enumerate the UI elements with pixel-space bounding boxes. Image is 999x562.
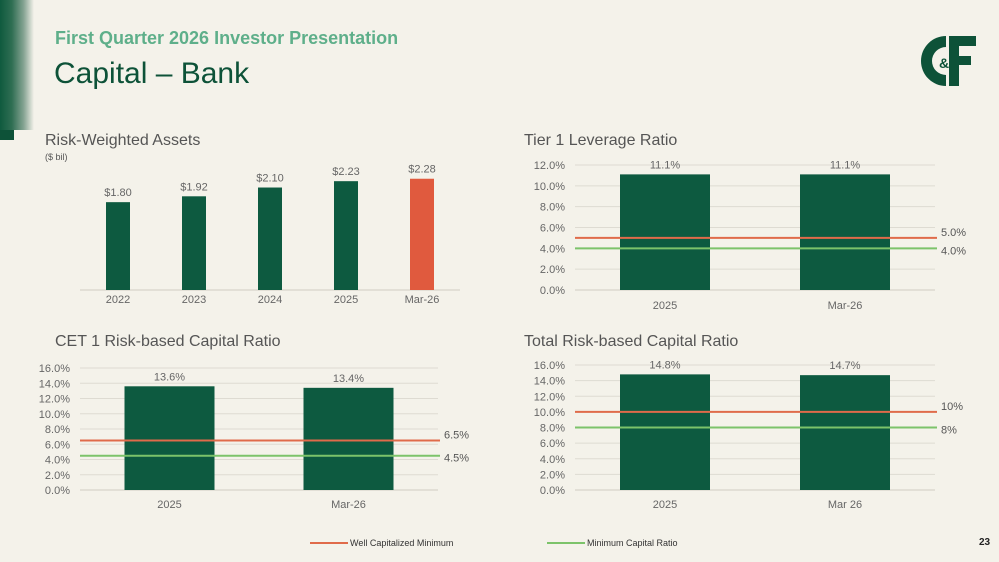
cet1-data-label: 13.6%: [154, 371, 185, 383]
total-bar: [800, 375, 890, 490]
legend-swatch-well-capitalized: [310, 542, 348, 544]
total-data-label: 14.8%: [649, 359, 680, 371]
rwa-bar: [334, 181, 358, 290]
total-y-tick-label: 16.0%: [534, 360, 565, 372]
total-bar: [620, 374, 710, 490]
cet1-y-tick-label: 10.0%: [39, 409, 70, 421]
legend-label-well-capitalized: Well Capitalized Minimum: [350, 538, 454, 548]
total-y-tick-label: 0.0%: [540, 485, 565, 497]
rwa-x-tick-label: 2024: [258, 294, 282, 306]
presentation-kicker: First Quarter 2026 Investor Presentation: [55, 28, 399, 48]
tier1-reference-label: 4.0%: [941, 245, 966, 257]
tier1-data-label: 11.1%: [830, 159, 861, 171]
page-number: 23: [979, 537, 991, 548]
cet1-bar: [124, 386, 215, 490]
cet1-chart: 0.0% 2.0% 4.0% 6.0% 8.0% 10.0% 12.0% 14.0% 16.0%…: [39, 363, 469, 511]
cf-logo-icon: &: [921, 36, 976, 86]
rwa-chart-title: Risk-Weighted Assets: [45, 132, 201, 149]
cet1-x-tick-label: 2025: [157, 499, 181, 511]
tier1-x-tick-label: Mar-26: [828, 300, 863, 312]
tier1-y-tick-label: 12.0%: [534, 160, 565, 172]
svg-text:&: &: [939, 55, 949, 71]
tier1-bar: [620, 174, 710, 290]
cet1-chart-title: CET 1 Risk-based Capital Ratio: [55, 333, 281, 350]
tier1-y-tick-label: 6.0%: [540, 223, 565, 235]
cet1-x-tick-label: Mar-26: [331, 499, 366, 511]
total-x-tick-label: 2025: [653, 499, 677, 511]
tier1-reference-label: 5.0%: [941, 227, 966, 239]
rwa-data-label: $2.28: [408, 164, 436, 176]
tier1-chart: 0.0% 2.0% 4.0% 6.0% 8.0% 10.0% 12.0% 11.1% 2025 1…: [534, 159, 966, 312]
total-y-tick-label: 12.0%: [534, 391, 565, 403]
total-reference-label: 10%: [941, 401, 963, 413]
rwa-data-label: $2.23: [332, 166, 360, 178]
total-x-tick-label: Mar 26: [828, 499, 862, 511]
tier1-y-tick-label: 4.0%: [540, 243, 565, 255]
total-y-tick-label: 14.0%: [534, 376, 565, 388]
total-chart-title: Total Risk-based Capital Ratio: [524, 333, 739, 350]
tier1-y-tick-label: 2.0%: [540, 264, 565, 276]
company-logo: &: [916, 30, 978, 92]
rwa-data-label: $2.10: [256, 173, 284, 185]
tier1-y-tick-label: 8.0%: [540, 202, 565, 214]
rwa-x-tick-label: 2025: [334, 294, 358, 306]
legend-item-well-capitalized: Well Capitalized Minimum: [310, 538, 453, 548]
cet1-y-tick-label: 6.0%: [45, 439, 70, 451]
tier1-bar: [800, 174, 890, 290]
rwa-bar: [258, 187, 282, 290]
cet1-y-tick-label: 14.0%: [39, 378, 70, 390]
total-y-tick-label: 6.0%: [540, 438, 565, 450]
cet1-y-tick-label: 4.0%: [45, 455, 70, 467]
rwa-data-label: $1.80: [104, 187, 132, 199]
cet1-y-tick-label: 2.0%: [45, 470, 70, 482]
total-y-tick-label: 8.0%: [540, 423, 565, 435]
legend-item-minimum-capital: Minimum Capital Ratio: [547, 538, 678, 548]
cet1-y-tick-label: 12.0%: [39, 394, 70, 406]
decorative-edge-gradient: [0, 0, 34, 130]
legend-label-minimum-capital: Minimum Capital Ratio: [587, 538, 678, 548]
cet1-y-tick-label: 0.0%: [45, 485, 70, 497]
cet1-bar: [303, 387, 394, 490]
rwa-data-label: $1.92: [180, 181, 208, 193]
tier1-y-tick-label: 10.0%: [534, 181, 565, 193]
cet1-y-tick-label: 16.0%: [39, 363, 70, 375]
page-title: Capital – Bank: [54, 57, 250, 90]
total-y-tick-label: 2.0%: [540, 469, 565, 481]
cet1-y-tick-label: 8.0%: [45, 424, 70, 436]
total-chart: 0.0% 2.0% 4.0% 6.0% 8.0% 10.0% 12.0% 14.0% 16.0%…: [534, 359, 963, 511]
rwa-bar: [106, 202, 130, 290]
legend-swatch-minimum-capital: [547, 542, 585, 544]
tier1-data-label: 11.1%: [650, 159, 681, 171]
tier1-x-tick-label: 2025: [653, 300, 677, 312]
rwa-x-tick-label: Mar-26: [405, 294, 440, 306]
cet1-reference-label: 4.5%: [444, 453, 469, 465]
total-data-label: 14.7%: [829, 360, 860, 372]
rwa-chart: $1.80 2022 $1.92 2023 $2.10 2024 $2.23 2025 $2.2…: [80, 164, 460, 306]
rwa-bar: [410, 178, 434, 290]
rwa-x-tick-label: 2022: [106, 294, 130, 306]
rwa-bar: [182, 196, 206, 290]
total-reference-label: 8%: [941, 425, 957, 437]
total-y-tick-label: 4.0%: [540, 454, 565, 466]
tier1-y-tick-label: 0.0%: [540, 285, 565, 297]
cet1-data-label: 13.4%: [333, 373, 364, 385]
rwa-x-tick-label: 2023: [182, 294, 206, 306]
rwa-chart-subtitle: ($ bil): [45, 152, 68, 162]
cet1-reference-label: 6.5%: [444, 429, 469, 441]
total-y-tick-label: 10.0%: [534, 407, 565, 419]
tier1-chart-title: Tier 1 Leverage Ratio: [524, 132, 678, 149]
